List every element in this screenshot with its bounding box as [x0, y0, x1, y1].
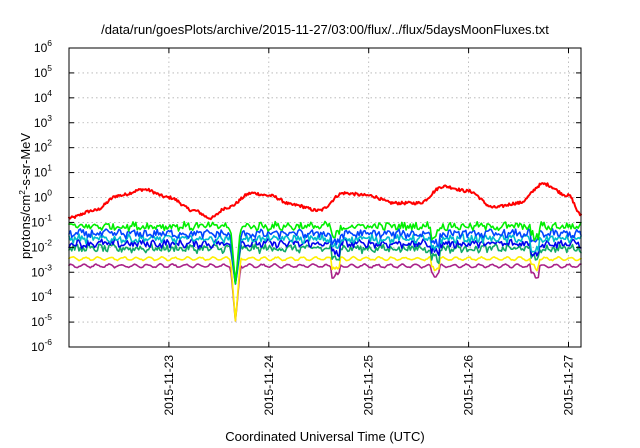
y-axis-label-prefix: protons/cm	[18, 195, 33, 259]
plot-area	[68, 182, 582, 322]
y-tick-label: 10-1	[31, 212, 52, 229]
series-line	[68, 255, 582, 322]
x-tick-label: 2015-11-27	[562, 355, 576, 416]
series-line	[68, 182, 582, 221]
series-line	[68, 228, 582, 285]
y-tick-label: 10-5	[31, 312, 52, 329]
x-tick-label: 2015-11-26	[462, 355, 476, 416]
y-tick-label: 101	[34, 163, 52, 180]
plot-frame	[68, 47, 582, 348]
x-tick-label: 2015-11-24	[262, 355, 276, 416]
y-tick-label: 102	[34, 138, 52, 155]
y-tick-label: 10-6	[31, 337, 52, 354]
y-tick-label: 100	[34, 188, 52, 205]
series-line	[68, 263, 582, 322]
y-tick-label: 105	[34, 63, 52, 80]
y-axis-label-sup: 2	[17, 190, 27, 195]
y-tick-label: 104	[34, 88, 52, 105]
y-tick-label: 10-3	[31, 262, 52, 279]
y-tick-label: 106	[34, 38, 52, 55]
y-axis-label: protons/cm2-s-sr-MeV	[17, 133, 33, 259]
x-tick-label: 2015-11-23	[162, 355, 176, 416]
y-tick-label: 103	[34, 113, 52, 130]
series-line	[68, 233, 582, 285]
grid	[69, 48, 581, 347]
y-axis-label-suffix: -s-sr-MeV	[18, 133, 33, 190]
chart-title: /data/run/goesPlots/archive/2015-11-27/0…	[101, 22, 549, 37]
x-axis-label: Coordinated Universal Time (UTC)	[225, 429, 424, 444]
y-tick-label: 10-4	[31, 287, 52, 304]
axes: 10-6 10-5 10-4 10-3 10-2 10-1 100 101 102 103 104 1…	[31, 38, 582, 416]
y-tick-label: 10-2	[31, 237, 52, 254]
x-tick-label: 2015-11-25	[362, 355, 376, 416]
series-line	[68, 220, 582, 285]
series-line	[68, 238, 582, 285]
